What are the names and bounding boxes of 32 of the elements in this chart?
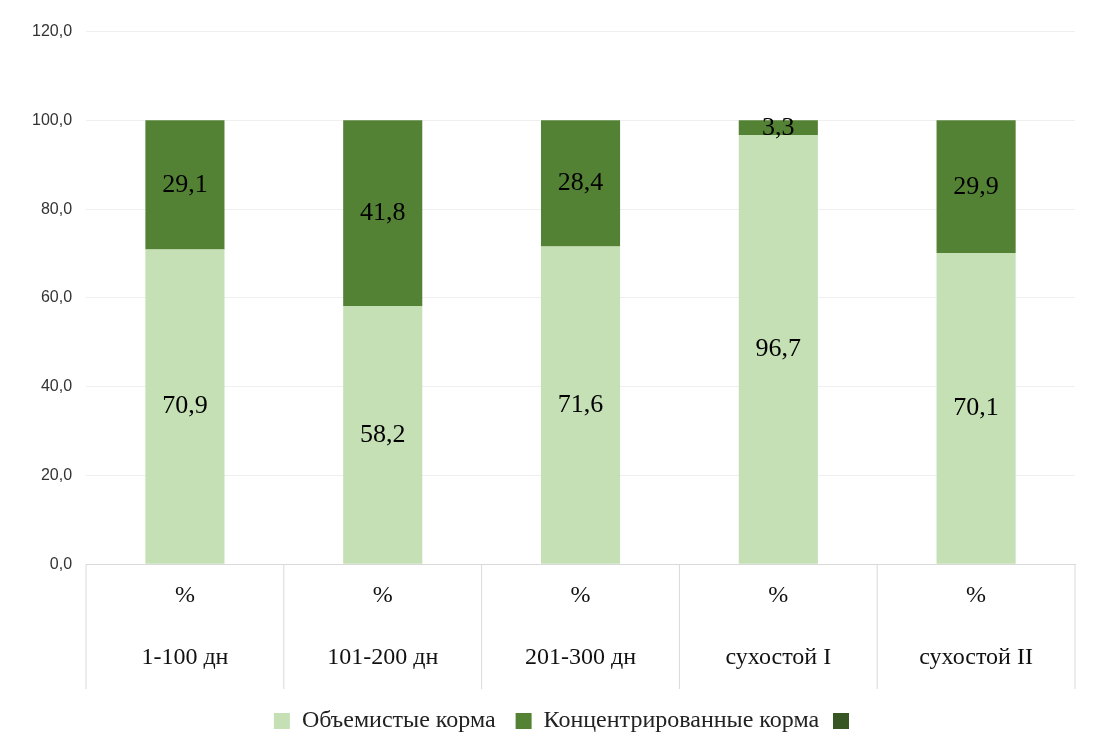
bar bbox=[343, 120, 423, 306]
category-label: % сухостой I bbox=[725, 580, 832, 670]
data-label: 29,1 bbox=[162, 168, 208, 198]
bar bbox=[540, 120, 621, 247]
bar bbox=[936, 120, 1016, 254]
data-label: 29,9 bbox=[953, 170, 999, 200]
y-tick-label: 80,0 bbox=[40, 199, 73, 217]
category-label: % 101-200 дн bbox=[327, 580, 439, 670]
category-label: % сухостой II bbox=[919, 580, 1033, 670]
data-label: 71,6 bbox=[557, 388, 604, 418]
bar bbox=[145, 120, 225, 250]
data-label: 3,3 bbox=[762, 111, 795, 141]
y-tick-label: 0,0 bbox=[49, 554, 73, 572]
bar bbox=[343, 305, 423, 564]
bar bbox=[936, 253, 1016, 564]
y-tick-label: 100,0 bbox=[31, 110, 73, 128]
data-label: 96,7 bbox=[755, 333, 802, 363]
category-label: % 1-100 дн bbox=[141, 580, 229, 670]
y-tick-label: 120,0 bbox=[31, 22, 73, 40]
bar bbox=[540, 246, 621, 564]
bar bbox=[145, 249, 225, 564]
category-label: % 201-300 дн bbox=[525, 580, 637, 670]
data-label: 58,2 bbox=[359, 418, 406, 448]
data-label: 28,4 bbox=[557, 167, 604, 197]
y-tick-label: 40,0 bbox=[40, 377, 73, 395]
legend-label: Концентрированные корма bbox=[543, 706, 820, 733]
legend-label: Объемистые корма bbox=[301, 706, 496, 733]
data-label: 70,9 bbox=[162, 390, 208, 420]
data-label: 41,8 bbox=[359, 196, 406, 226]
y-tick-label: 60,0 bbox=[40, 288, 73, 306]
data-label: 70,1 bbox=[953, 392, 999, 422]
y-tick-label: 20,0 bbox=[40, 465, 73, 483]
